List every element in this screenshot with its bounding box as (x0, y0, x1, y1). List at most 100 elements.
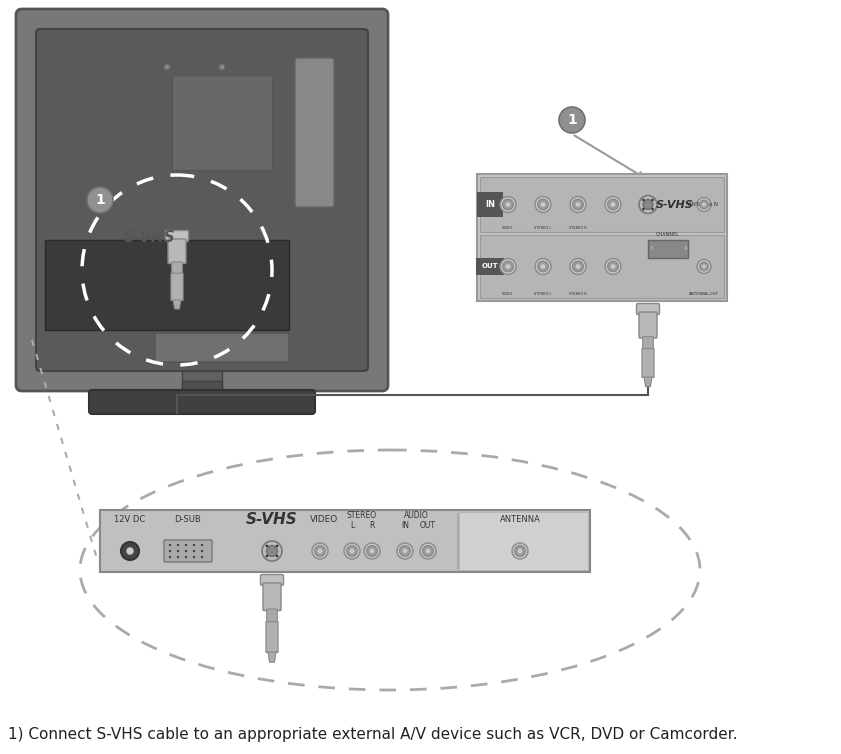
Text: 1) Connect S-VHS cable to an appropriate external A/V device such as VCR, DVD or: 1) Connect S-VHS cable to an appropriate… (8, 727, 738, 742)
Circle shape (201, 544, 204, 546)
Circle shape (422, 545, 433, 556)
Circle shape (262, 541, 282, 561)
Text: STEREO: STEREO (347, 511, 377, 520)
Circle shape (219, 64, 225, 70)
FancyBboxPatch shape (480, 177, 724, 232)
Text: VIDEO: VIDEO (310, 516, 338, 525)
Circle shape (185, 544, 188, 546)
Circle shape (541, 202, 546, 207)
Circle shape (169, 544, 172, 546)
Circle shape (697, 198, 711, 212)
Circle shape (318, 548, 322, 553)
FancyBboxPatch shape (182, 381, 222, 401)
Circle shape (201, 550, 204, 552)
FancyBboxPatch shape (45, 240, 289, 330)
Circle shape (500, 259, 516, 274)
FancyBboxPatch shape (648, 240, 688, 258)
Text: AUDIO: AUDIO (404, 511, 428, 520)
FancyBboxPatch shape (168, 239, 186, 263)
Circle shape (573, 199, 584, 210)
Circle shape (315, 545, 325, 556)
Text: D-SUB: D-SUB (175, 516, 201, 525)
Circle shape (503, 261, 514, 272)
Circle shape (700, 200, 708, 209)
FancyBboxPatch shape (459, 512, 588, 570)
Circle shape (420, 543, 436, 559)
Circle shape (164, 64, 170, 70)
FancyBboxPatch shape (155, 333, 289, 362)
Text: VIDEO: VIDEO (502, 226, 514, 230)
Text: S-VHS: S-VHS (246, 513, 298, 528)
Circle shape (169, 550, 172, 552)
Text: 12V DC: 12V DC (114, 516, 145, 525)
Circle shape (570, 259, 586, 274)
Circle shape (651, 198, 654, 201)
Circle shape (500, 197, 516, 213)
Circle shape (607, 261, 618, 272)
Text: VIDEO: VIDEO (502, 292, 514, 296)
FancyBboxPatch shape (171, 273, 183, 301)
Circle shape (611, 264, 616, 269)
Circle shape (126, 547, 134, 554)
Circle shape (367, 545, 378, 556)
Circle shape (399, 545, 410, 556)
Circle shape (350, 548, 355, 553)
Text: OUT: OUT (420, 520, 436, 529)
Circle shape (537, 261, 548, 272)
Circle shape (575, 264, 580, 269)
Circle shape (697, 259, 711, 274)
Text: S-VHS: S-VHS (124, 229, 176, 244)
Polygon shape (173, 300, 181, 309)
Circle shape (201, 556, 204, 558)
Polygon shape (644, 377, 652, 387)
Circle shape (169, 556, 172, 558)
FancyBboxPatch shape (642, 348, 654, 378)
FancyBboxPatch shape (172, 262, 182, 274)
Circle shape (537, 199, 548, 210)
Circle shape (611, 202, 616, 207)
Text: CHANNEL: CHANNEL (656, 232, 680, 237)
FancyBboxPatch shape (89, 390, 315, 414)
Circle shape (643, 208, 645, 210)
Circle shape (193, 550, 195, 552)
FancyBboxPatch shape (172, 75, 272, 170)
Circle shape (651, 208, 654, 210)
FancyBboxPatch shape (36, 29, 368, 371)
Circle shape (607, 199, 618, 210)
Polygon shape (268, 652, 276, 662)
FancyBboxPatch shape (164, 540, 212, 562)
FancyBboxPatch shape (267, 609, 278, 623)
FancyBboxPatch shape (261, 575, 283, 586)
FancyBboxPatch shape (637, 304, 659, 314)
Circle shape (369, 548, 374, 553)
Circle shape (403, 548, 408, 553)
Circle shape (575, 202, 580, 207)
FancyBboxPatch shape (263, 583, 281, 611)
FancyBboxPatch shape (480, 235, 724, 298)
FancyBboxPatch shape (639, 312, 657, 338)
FancyBboxPatch shape (266, 622, 278, 652)
Circle shape (643, 198, 645, 201)
FancyBboxPatch shape (166, 231, 188, 241)
Circle shape (559, 107, 585, 133)
Circle shape (177, 544, 179, 546)
Circle shape (177, 550, 179, 552)
FancyBboxPatch shape (477, 174, 727, 301)
FancyBboxPatch shape (100, 510, 590, 572)
Circle shape (193, 556, 195, 558)
Circle shape (517, 548, 522, 553)
Text: ANTENNA: ANTENNA (500, 516, 541, 525)
Text: R: R (369, 520, 375, 529)
Circle shape (312, 543, 328, 559)
Text: S-VHS: S-VHS (656, 200, 694, 210)
Circle shape (570, 197, 586, 213)
Text: STEREO R: STEREO R (569, 292, 587, 296)
Text: STEREO L: STEREO L (534, 292, 552, 296)
Circle shape (185, 550, 188, 552)
Circle shape (639, 195, 657, 213)
Circle shape (344, 543, 360, 559)
FancyBboxPatch shape (643, 336, 653, 350)
Circle shape (121, 542, 139, 560)
Text: L: L (350, 520, 354, 529)
FancyBboxPatch shape (16, 9, 388, 391)
